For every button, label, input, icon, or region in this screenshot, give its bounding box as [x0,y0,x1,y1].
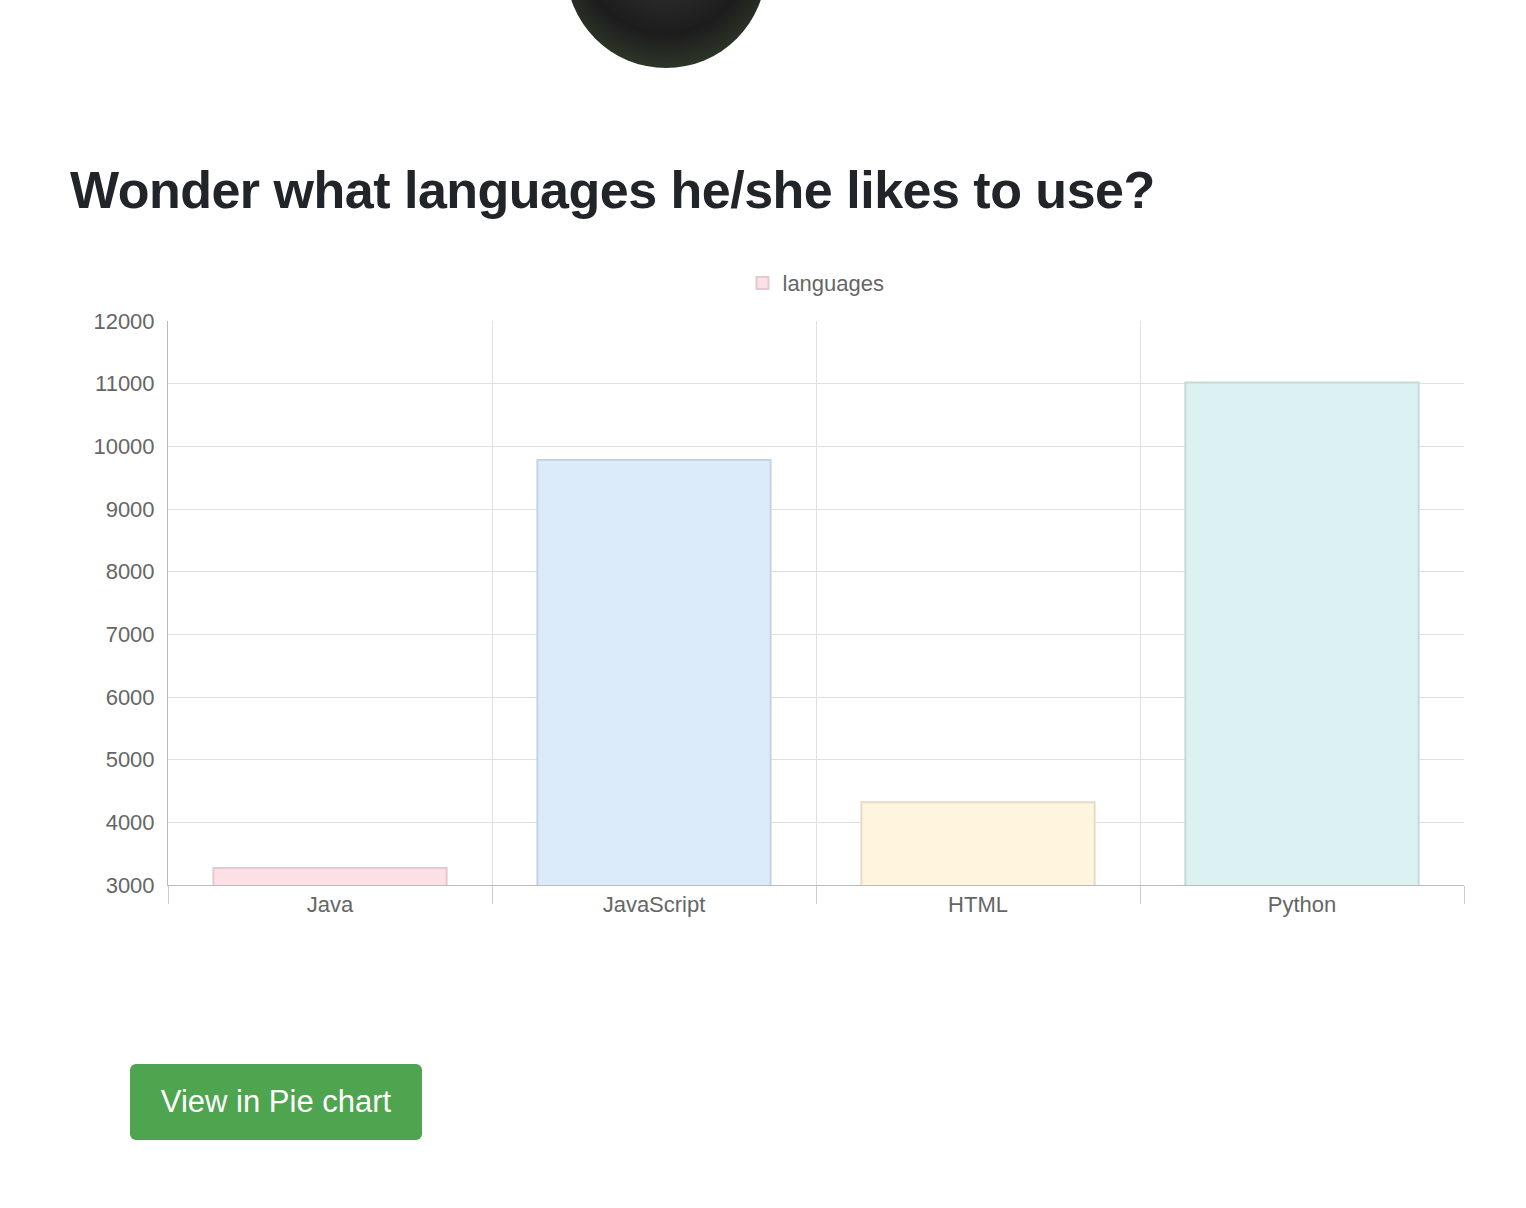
svg-text:10000: 10000 [93,434,154,459]
svg-text:JavaScript: JavaScript [603,892,706,917]
html-text:View in Pie chart: View in Pie chart [160,1084,392,1119]
svg-text:HTML: HTML [948,892,1008,917]
svg-text:11000: 11000 [95,371,155,396]
svg-text:Java: Java [307,892,354,917]
svg-text:languages: languages [783,271,885,296]
svg-text:6000: 6000 [106,685,155,710]
html-text:Wonder what languages he/she l: Wonder what languages he/she likes to us… [70,161,1155,219]
svg-text:Python: Python [1268,892,1337,917]
svg-text:12000: 12000 [93,309,154,334]
svg-text:3000: 3000 [106,873,155,898]
svg-text:8000: 8000 [106,559,155,584]
svg-text:4000: 4000 [106,810,155,835]
svg-text:9000: 9000 [106,497,155,522]
svg-text:5000: 5000 [106,747,155,772]
svg-text:7000: 7000 [106,622,155,647]
